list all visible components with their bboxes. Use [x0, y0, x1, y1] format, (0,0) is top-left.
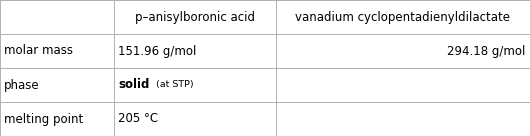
Text: 294.18 g/mol: 294.18 g/mol [447, 44, 526, 58]
Text: 151.96 g/mol: 151.96 g/mol [118, 44, 197, 58]
Text: solid: solid [118, 78, 149, 92]
Text: (at STP): (at STP) [156, 81, 194, 89]
Text: molar mass: molar mass [4, 44, 73, 58]
Text: vanadium cyclopentadienyldilactate: vanadium cyclopentadienyldilactate [295, 10, 510, 24]
Text: p–anisylboronic acid: p–anisylboronic acid [135, 10, 255, 24]
Text: phase: phase [4, 78, 40, 92]
Text: melting point: melting point [4, 112, 84, 126]
Text: 205 °C: 205 °C [118, 112, 158, 126]
